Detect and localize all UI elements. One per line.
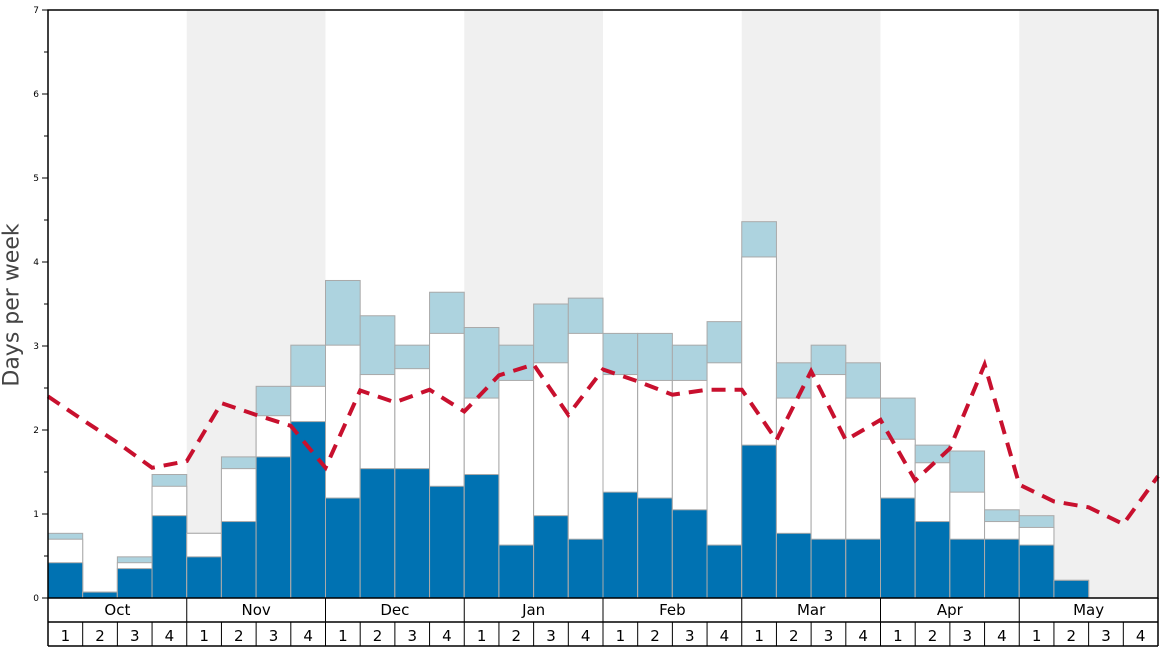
bar-dark	[533, 515, 569, 599]
bar-dark	[914, 521, 951, 599]
week-label: 3	[824, 627, 834, 645]
month-label: Feb	[659, 601, 686, 619]
y-tick-label: 6	[33, 90, 39, 100]
week-label: 4	[165, 627, 175, 645]
week-label: 3	[269, 627, 279, 645]
bar-dark	[949, 538, 986, 599]
bar-dark	[810, 538, 847, 599]
week-label: 4	[442, 627, 452, 645]
week-label: 4	[858, 627, 868, 645]
week-label: 3	[407, 627, 417, 645]
week-label: 3	[130, 627, 140, 645]
y-tick-label: 4	[33, 258, 39, 268]
month-label: Jan	[521, 601, 545, 619]
bar-dark	[463, 474, 500, 599]
y-tick-label: 7	[33, 6, 39, 16]
y-tick-label: 5	[33, 174, 39, 184]
month-label: Oct	[104, 601, 130, 619]
bar-dark	[151, 515, 188, 599]
y-tick-label: 2	[33, 426, 39, 436]
y-tick-label: 1	[33, 510, 39, 520]
month-label: Nov	[241, 601, 270, 619]
bar-dark	[255, 456, 292, 599]
week-label: 4	[1136, 627, 1146, 645]
bar-dark	[741, 444, 777, 599]
week-label: 3	[962, 627, 972, 645]
week-label: 4	[303, 627, 313, 645]
bar-dark	[567, 538, 604, 599]
bar-dark	[637, 497, 673, 599]
y-axis-label: Days per week	[0, 223, 25, 387]
month-label: Apr	[937, 601, 964, 619]
bar-dark	[394, 468, 431, 599]
month-label: May	[1073, 601, 1104, 619]
bar-dark	[47, 562, 84, 599]
bar-dark	[706, 544, 743, 599]
week-label: 4	[720, 627, 730, 645]
y-tick-label: 0	[33, 594, 39, 604]
bar-dark	[220, 521, 257, 599]
bar-dark	[1053, 579, 1090, 599]
bar-dark	[984, 538, 1020, 599]
average-line	[46, 358, 1160, 527]
bar-dark	[1018, 544, 1055, 599]
week-label: 2	[1067, 627, 1077, 645]
bar-dark	[845, 538, 881, 599]
bar-dark	[290, 421, 326, 599]
week-label: 1	[1032, 627, 1042, 645]
week-label: 2	[234, 627, 244, 645]
week-label: 1	[61, 627, 71, 645]
bar-dark	[116, 568, 153, 599]
month-label: Mar	[797, 601, 826, 619]
week-label: 1	[338, 627, 348, 645]
week-label: 1	[616, 627, 626, 645]
y-tick-label: 3	[33, 342, 39, 352]
week-label: 2	[789, 627, 799, 645]
month-shade	[1019, 10, 1158, 598]
week-label: 2	[928, 627, 938, 645]
week-label: 2	[650, 627, 660, 645]
bar-dark	[671, 509, 708, 599]
week-label: 3	[1101, 627, 1111, 645]
week-label: 1	[754, 627, 764, 645]
bar-dark	[880, 497, 916, 599]
bar-dark	[498, 544, 535, 599]
week-label: 2	[373, 627, 383, 645]
week-label: 2	[512, 627, 522, 645]
bar-dark	[186, 556, 222, 599]
bar-dark	[602, 491, 639, 599]
week-label: 1	[893, 627, 903, 645]
bar-dark	[429, 485, 465, 599]
week-label: 1	[199, 627, 209, 645]
week-label: 4	[581, 627, 591, 645]
week-label: 2	[95, 627, 105, 645]
month-label: Dec	[380, 601, 409, 619]
bar-dark	[325, 497, 361, 599]
week-label: 3	[685, 627, 695, 645]
week-label: 3	[546, 627, 556, 645]
week-label: 4	[997, 627, 1007, 645]
bar-dark	[82, 591, 118, 599]
bar-dark	[775, 532, 812, 599]
week-label: 1	[477, 627, 487, 645]
bar-dark	[359, 468, 396, 599]
